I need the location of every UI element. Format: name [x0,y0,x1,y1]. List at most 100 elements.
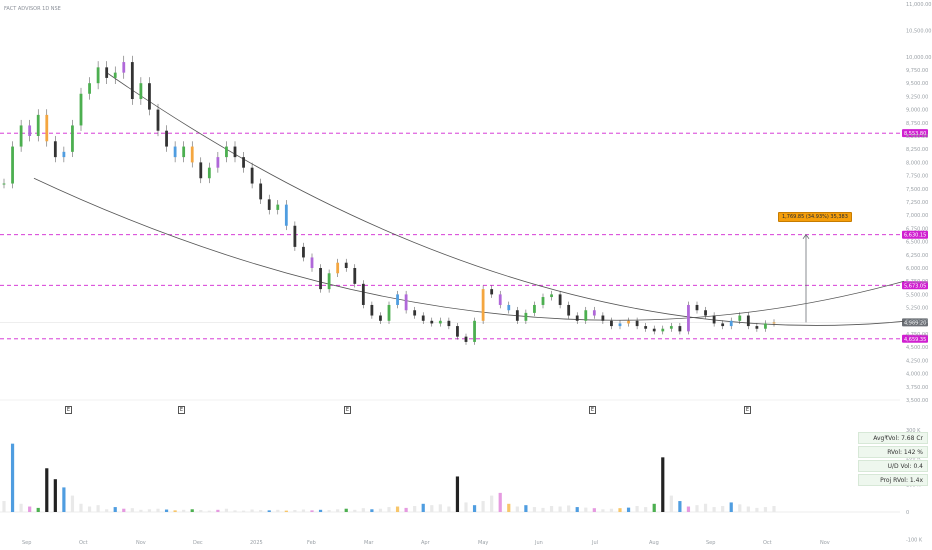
candle-body [755,326,759,329]
candle [113,66,117,85]
volume-tick-label: 200 K [906,455,921,461]
candle-body [481,289,485,321]
candle-body [473,320,476,342]
earnings-event-marker[interactable]: E [344,406,351,414]
volume-bar [113,507,117,512]
time-tick-label: Dec [193,540,203,546]
projection-label[interactable]: 1,769.85 (34.93%) 35,383 [778,212,852,222]
candle [541,293,545,309]
candle-body [712,315,716,324]
volume-bar [164,509,169,512]
stat-ud-vol-text: U/D Vol: 0.4 [887,462,923,470]
price-tick-label: 8,750.00 [906,121,928,127]
projection-tool[interactable] [802,234,810,323]
candle-body [524,312,528,321]
volume-bar [10,443,15,512]
volume-bar [378,508,383,512]
candle-body [207,167,211,179]
price-tick-label: 9,000.00 [906,108,928,114]
candle [755,322,759,332]
volume-bar [532,507,537,512]
volume-bar [755,507,759,512]
volume-bar [318,509,323,512]
candle-body [370,304,374,316]
earnings-event-marker[interactable]: E [178,406,185,414]
candle [430,317,434,327]
candle [635,317,639,330]
candle-body [11,146,14,184]
candle-body [250,167,254,184]
volume-bar [652,503,656,512]
price-tick-label: 9,250.00 [906,94,928,100]
candle [533,301,536,317]
candle [627,317,630,327]
candle-body [610,320,613,327]
level-tag [902,230,928,239]
volume-bar [79,503,83,512]
candle [353,264,357,288]
earnings-event-marker[interactable]: E [744,406,751,414]
volume-bar [241,510,246,512]
candle-body [644,326,648,329]
time-tick-label: Jul [591,540,598,546]
earnings-event-marker[interactable]: E [65,406,72,414]
volume-bar [310,510,314,512]
candle [344,258,348,272]
volume-bar [746,506,750,512]
candle-body [464,336,468,342]
candle [592,306,596,319]
candle [764,320,767,332]
candle [148,77,151,116]
earnings-event-marker[interactable]: E [589,406,596,414]
volume-bar [678,501,682,512]
volume-bar [644,507,648,512]
volume-bar [122,508,126,512]
candle-body [490,289,494,295]
price-tick-label: 10,500.00 [906,28,931,34]
candle-body [267,199,271,210]
volume-bar [515,506,519,512]
candle [678,322,682,335]
candle-body [302,246,305,258]
candle [661,325,665,335]
candle [122,55,126,79]
candle-body [19,125,23,147]
candle-body [344,262,348,268]
candle [687,301,690,335]
volume-bar [601,509,605,512]
level-tag [902,129,928,138]
candle [379,312,382,324]
candle-body [139,83,143,100]
candle [276,200,280,215]
candle-body [45,114,49,142]
candle-body [293,225,297,247]
volume-bar [224,508,229,512]
candle [396,290,399,309]
price-tick-label: 11,000.00 [906,2,931,8]
level-tag [902,281,928,290]
price-tick-label: 5,250.00 [906,306,928,312]
candle-body [190,146,194,163]
candle [438,317,442,327]
volume-bar [661,457,665,512]
candle-body [687,304,690,332]
volume-bar [370,509,374,512]
candle-body [379,315,382,321]
candle [601,312,605,324]
candle [473,317,476,345]
candle [233,141,237,163]
candle [712,312,716,327]
price-axis[interactable]: 11,000.00 10,500.00 10,000.00 9,750.00 9,500… [906,2,931,404]
volume-bar [156,508,160,512]
candle-body [678,326,682,332]
price-tick-label: 3,750.00 [906,385,928,391]
stat-proj-rvol: Proj RVol: 1.4x [858,474,928,486]
time-axis[interactable]: Sep Oct Nov Dec 2025 Feb Mar Apr May Jun Jul Aug Sep… [22,540,830,546]
candle [336,258,340,278]
time-tick-label: May [478,540,488,546]
volume-bar [199,510,203,512]
candle-body [276,204,280,210]
volume-bar [182,509,186,512]
